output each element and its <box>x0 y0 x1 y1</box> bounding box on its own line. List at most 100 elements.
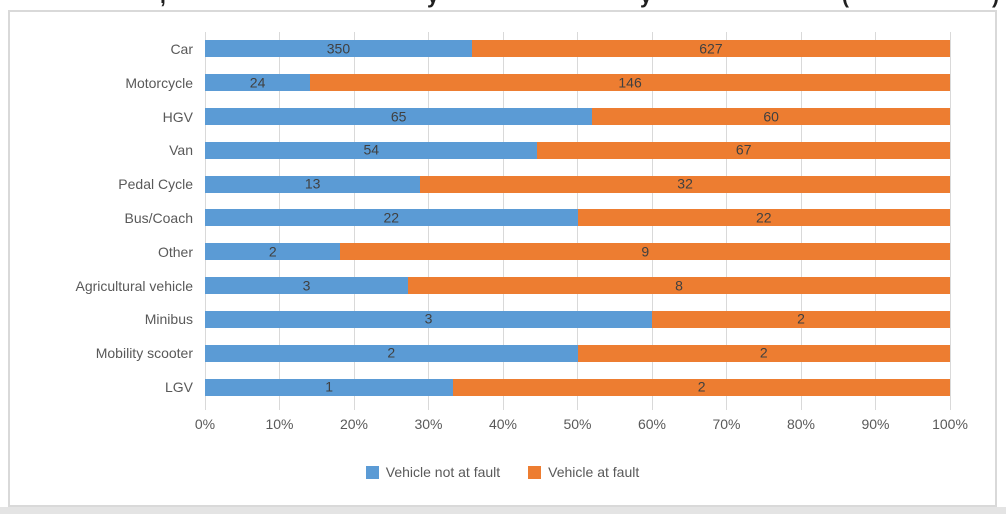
bar-segment-at-fault: 67 <box>537 141 950 159</box>
data-label: 2 <box>387 344 396 361</box>
x-tick-label: 10% <box>265 416 294 432</box>
category-label: HGV <box>162 108 193 125</box>
bottom-strip <box>0 507 1006 514</box>
x-tick-label: 80% <box>786 416 816 432</box>
x-axis: 0% 10% 20% 30% 40% 50% 60% 70% 80% 90% 100% <box>195 416 968 434</box>
category-label: Car <box>170 40 193 57</box>
data-label: 2 <box>697 378 706 395</box>
bar-segment-at-fault: 32 <box>420 175 950 193</box>
clipped-title-fragment: y <box>640 0 654 8</box>
bar-segment-not-at-fault: 2 <box>205 243 341 261</box>
data-label: 67 <box>735 142 752 159</box>
data-label: 22 <box>383 209 400 226</box>
data-label: 627 <box>699 40 723 57</box>
data-label: 2 <box>797 311 805 328</box>
bar-segment-at-fault: 146 <box>310 74 950 92</box>
bar-segment-at-fault: 2 <box>453 378 950 396</box>
clipped-title-fragment: ) <box>992 0 1006 8</box>
category-label: Bus/Coach <box>124 209 193 226</box>
bar-segment-not-at-fault: 24 <box>205 74 311 92</box>
bar-segment-at-fault: 8 <box>408 277 950 295</box>
data-label: 3 <box>302 277 311 294</box>
bar-segment-at-fault: 60 <box>592 108 950 126</box>
bar-segment-not-at-fault: 22 <box>205 209 578 227</box>
category-label: Minibus <box>144 311 193 328</box>
bar-row: Van 54 67 <box>10 133 950 167</box>
bar-row: Agricultural vehicle 3 8 <box>10 269 950 303</box>
bar-track: 350 627 <box>205 40 950 58</box>
x-tick-label: 70% <box>712 416 741 432</box>
data-label: 24 <box>249 74 266 91</box>
clipped-chart-title: , y y () <box>0 0 1006 8</box>
x-tick-label: 40% <box>488 416 518 432</box>
data-label: 3 <box>424 311 433 328</box>
legend-item: Vehicle not at fault <box>365 464 501 480</box>
x-tick-label: 60% <box>637 416 667 432</box>
bar-segment-at-fault: 627 <box>471 40 950 58</box>
data-label: 54 <box>363 142 380 159</box>
bar-segment-not-at-fault: 13 <box>205 175 421 193</box>
data-label: 146 <box>618 74 642 91</box>
bar-segment-at-fault: 2 <box>577 344 950 362</box>
chart-area: Car 350 627 Motorcycle 24 146 HGV 65 60 Van 54 67 Pe… <box>8 10 997 507</box>
bar-segment-at-fault: 22 <box>577 209 950 227</box>
legend-swatch-icon <box>365 465 379 479</box>
legend-swatch-icon <box>528 465 542 479</box>
x-tick-label: 0% <box>194 416 216 432</box>
clipped-title-fragment: , <box>160 0 174 8</box>
bar-row: Minibus 3 2 <box>10 303 950 337</box>
data-label: 2 <box>268 243 277 260</box>
clipped-title-fragment: ( <box>842 0 856 8</box>
x-tick-label: 50% <box>563 416 592 432</box>
bar-track: 54 67 <box>205 141 950 159</box>
data-label: 22 <box>755 209 772 226</box>
data-label: 32 <box>677 175 693 192</box>
x-tick-label: 20% <box>339 416 369 432</box>
bar-segment-at-fault: 2 <box>652 310 950 328</box>
legend-label: Vehicle at fault <box>548 464 640 480</box>
bar-track: 24 146 <box>205 74 950 92</box>
data-label: 13 <box>304 175 321 192</box>
bar-row: LGV 1 2 <box>10 370 950 404</box>
category-label: Motorcycle <box>125 74 193 91</box>
legend-label: Vehicle not at fault <box>385 464 501 480</box>
bar-row: Bus/Coach 22 22 <box>10 201 950 235</box>
category-label: Other <box>157 243 193 260</box>
legend-item: Vehicle at fault <box>528 464 639 480</box>
data-label: 350 <box>326 40 351 57</box>
bar-segment-not-at-fault: 54 <box>205 141 538 159</box>
category-label: Mobility scooter <box>95 345 193 362</box>
gridline <box>949 32 951 410</box>
category-label: Pedal Cycle <box>118 176 193 193</box>
bar-track: 13 32 <box>205 175 950 193</box>
bar-row: Car 350 627 <box>10 32 950 66</box>
data-label: 2 <box>759 344 768 361</box>
bar-row: Motorcycle 24 146 <box>10 66 950 100</box>
bar-segment-not-at-fault: 2 <box>205 344 578 362</box>
x-tick-label: 30% <box>414 416 443 432</box>
data-label: 65 <box>390 108 407 125</box>
legend: Vehicle not at fault Vehicle at fault <box>10 464 995 480</box>
clipped-title-fragment: y <box>427 0 441 8</box>
x-tick-label: 90% <box>861 416 890 432</box>
bar-track: 65 60 <box>205 108 950 126</box>
bar-row: Pedal Cycle 13 32 <box>10 167 950 201</box>
bar-segment-not-at-fault: 3 <box>205 310 652 328</box>
bar-segment-not-at-fault: 350 <box>205 40 472 58</box>
bar-segment-not-at-fault: 1 <box>205 378 454 396</box>
category-label: Agricultural vehicle <box>75 277 194 294</box>
data-label: 60 <box>763 108 779 125</box>
bar-row: HGV 65 60 <box>10 100 950 134</box>
bar-row: Other 2 9 <box>10 235 950 269</box>
bar-segment-not-at-fault: 65 <box>205 108 593 126</box>
bar-segment-not-at-fault: 3 <box>205 277 409 295</box>
category-label: Van <box>169 142 193 159</box>
data-label: 9 <box>641 243 650 260</box>
bar-row: Mobility scooter 2 2 <box>10 336 950 370</box>
bar-track: 22 22 <box>205 209 950 227</box>
